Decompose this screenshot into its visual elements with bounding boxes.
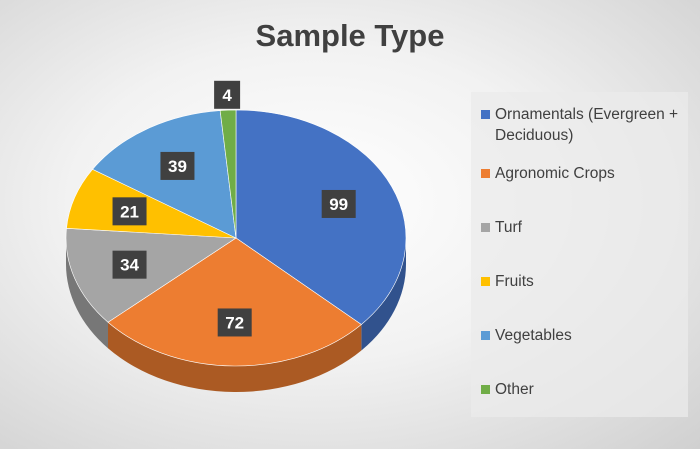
legend-swatch <box>481 277 490 286</box>
data-label-box <box>112 197 147 226</box>
slice-other <box>219 109 237 239</box>
data-label-box <box>214 80 241 109</box>
pie-chart: 99 72 34 21 39 4 <box>65 80 407 392</box>
legend-label: Other <box>495 381 534 398</box>
data-label-box <box>112 250 147 279</box>
data-label-box <box>160 151 195 180</box>
data-label: 99 <box>329 195 348 214</box>
legend-label: Ornamentals (Evergreen + Deciduous) <box>495 106 679 144</box>
legend-swatch <box>481 223 490 232</box>
legend-item: Fruits <box>481 271 680 325</box>
legend-label: Vegetables <box>495 327 572 344</box>
legend-label: Turf <box>495 219 522 236</box>
data-label: 21 <box>120 202 139 221</box>
data-label: 72 <box>225 313 244 332</box>
data-label-box <box>321 189 356 218</box>
slice-turf <box>65 227 237 323</box>
slice-agronomic <box>107 237 362 367</box>
slice-side <box>66 238 108 349</box>
legend-label: Fruits <box>495 273 534 290</box>
chart-title: Sample Type <box>255 18 445 53</box>
legend-item: Other <box>481 379 680 433</box>
data-label-box <box>217 308 252 337</box>
data-label: 39 <box>168 157 187 176</box>
slice-side <box>107 322 362 392</box>
data-label: 34 <box>120 256 139 275</box>
legend-swatch <box>481 110 490 119</box>
legend-swatch <box>481 385 490 394</box>
legend-label: Agronomic Crops <box>495 165 615 182</box>
legend-item: Ornamentals (Evergreen + Deciduous) <box>481 104 680 163</box>
legend-item: Agronomic Crops <box>481 163 680 217</box>
legend-item: Turf <box>481 217 680 271</box>
data-label: 4 <box>222 86 232 105</box>
slice-side <box>361 238 406 351</box>
legend-item: Vegetables <box>481 325 680 379</box>
slice-ornamentals <box>235 109 407 325</box>
legend-swatch <box>481 169 490 178</box>
legend: Ornamentals (Evergreen + Deciduous) Agron… <box>471 92 688 417</box>
legend-swatch <box>481 331 490 340</box>
